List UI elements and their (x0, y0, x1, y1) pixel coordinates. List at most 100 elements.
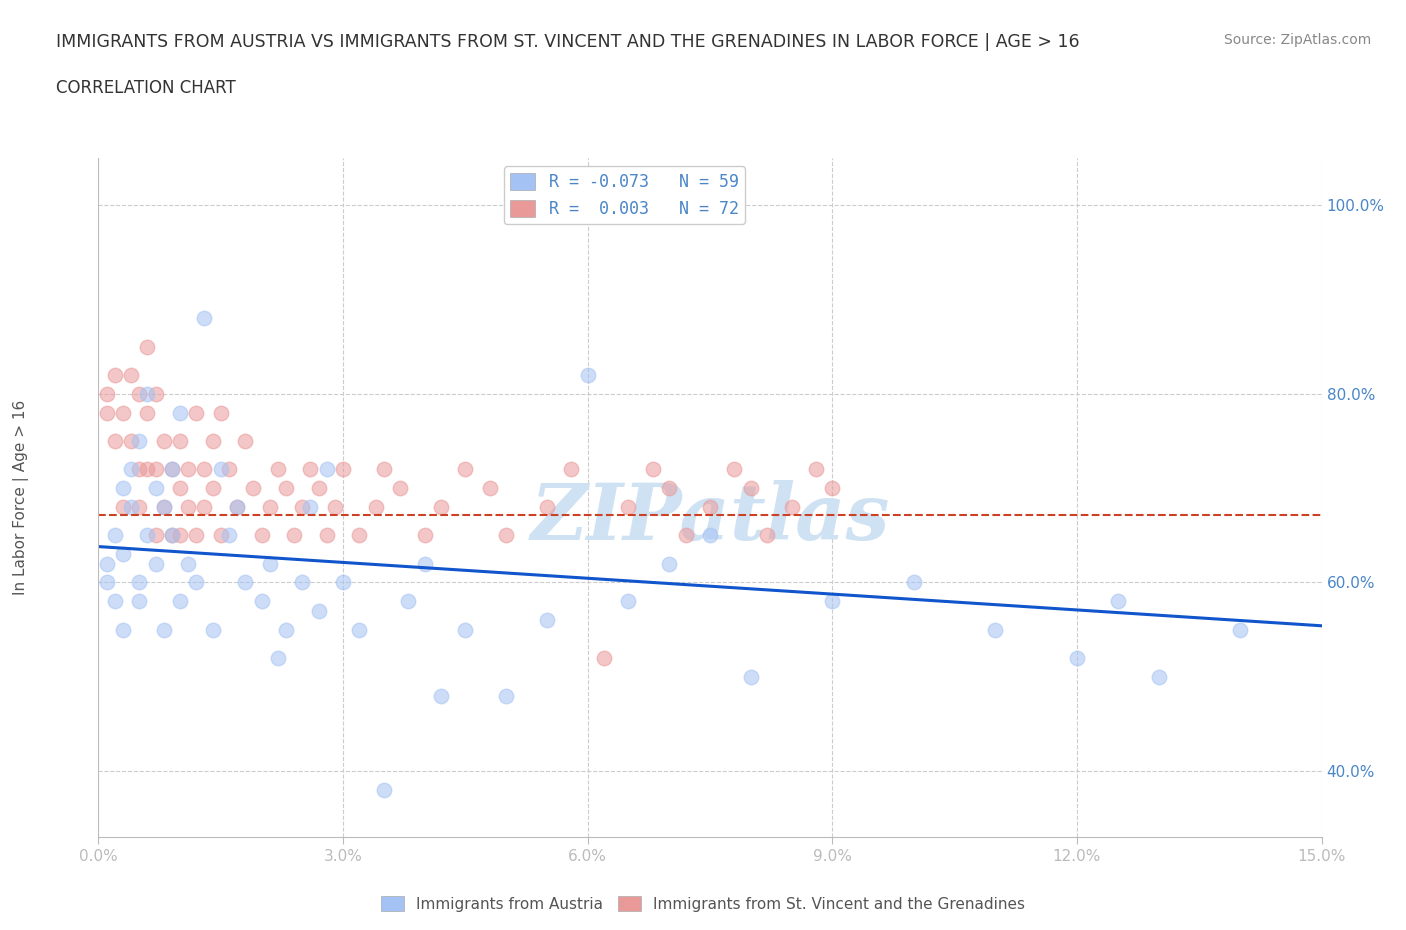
Point (740, 481, 762, 496)
Point (984, 622, 1007, 637)
Point (903, 575, 925, 590)
Point (430, 688, 453, 703)
Point (104, 528, 127, 543)
Point (291, 575, 314, 590)
Point (323, 499, 346, 514)
Point (160, 462, 183, 477)
Point (128, 433, 150, 448)
Point (145, 462, 167, 477)
Point (169, 433, 191, 448)
Point (250, 528, 273, 543)
Point (209, 528, 232, 543)
Point (821, 481, 844, 496)
Point (617, 499, 640, 514)
Point (723, 462, 745, 477)
Point (186, 528, 208, 543)
Point (373, 462, 395, 477)
Point (111, 499, 134, 514)
Text: In Labor Force | Age > 16: In Labor Force | Age > 16 (13, 400, 30, 595)
Point (536, 499, 558, 514)
Point (111, 405, 134, 420)
Point (454, 462, 477, 477)
Point (186, 405, 208, 420)
Point (136, 528, 159, 543)
Point (1107, 594, 1129, 609)
Point (160, 528, 183, 543)
Point (259, 499, 281, 514)
Point (104, 433, 127, 448)
Point (780, 499, 803, 514)
Legend: Immigrants from Austria, Immigrants from St. Vincent and the Grenadines: Immigrants from Austria, Immigrants from… (374, 889, 1032, 918)
Point (128, 594, 150, 609)
Point (430, 499, 453, 514)
Point (177, 556, 200, 571)
Point (332, 575, 354, 590)
Point (96, 386, 118, 401)
Point (201, 622, 224, 637)
Point (120, 462, 142, 477)
Point (193, 311, 215, 325)
Point (136, 339, 159, 354)
Point (315, 462, 337, 477)
Point (699, 528, 721, 543)
Point (250, 594, 273, 609)
Point (177, 462, 200, 477)
Point (332, 462, 354, 477)
Point (495, 528, 517, 543)
Point (267, 650, 290, 665)
Point (145, 481, 167, 496)
Point (658, 481, 681, 496)
Point (111, 547, 134, 562)
Point (96, 556, 118, 571)
Point (364, 499, 387, 514)
Point (226, 499, 249, 514)
Point (152, 499, 174, 514)
Point (740, 670, 762, 684)
Point (120, 499, 142, 514)
Point (308, 481, 330, 496)
Text: IMMIGRANTS FROM AUSTRIA VS IMMIGRANTS FROM ST. VINCENT AND THE GRENADINES IN LAB: IMMIGRANTS FROM AUSTRIA VS IMMIGRANTS FR… (56, 33, 1080, 50)
Point (576, 367, 599, 382)
Point (160, 528, 183, 543)
Point (349, 528, 371, 543)
Point (152, 622, 174, 637)
Point (160, 462, 183, 477)
Point (821, 594, 844, 609)
Point (152, 499, 174, 514)
Point (201, 433, 224, 448)
Point (111, 481, 134, 496)
Point (267, 462, 290, 477)
Point (299, 499, 322, 514)
Point (169, 528, 191, 543)
Point (169, 481, 191, 496)
Point (96, 575, 118, 590)
Point (120, 367, 142, 382)
Point (169, 405, 191, 420)
Point (396, 594, 419, 609)
Point (804, 462, 827, 477)
Point (756, 528, 779, 543)
Text: Source: ZipAtlas.com: Source: ZipAtlas.com (1223, 33, 1371, 46)
Point (283, 528, 305, 543)
Point (96, 405, 118, 420)
Point (218, 462, 240, 477)
Point (413, 556, 436, 571)
Point (145, 556, 167, 571)
Point (233, 575, 256, 590)
Point (209, 462, 232, 477)
Point (560, 462, 582, 477)
Point (152, 433, 174, 448)
Point (177, 499, 200, 514)
Point (259, 556, 281, 571)
Point (1147, 670, 1170, 684)
Point (104, 367, 127, 382)
Point (128, 386, 150, 401)
Legend: R = -0.073   N = 59, R =  0.003   N = 72: R = -0.073 N = 59, R = 0.003 N = 72 (503, 166, 745, 224)
Point (593, 650, 616, 665)
Point (274, 622, 297, 637)
Point (373, 782, 395, 797)
Point (291, 499, 314, 514)
Point (169, 594, 191, 609)
Point (193, 462, 215, 477)
Point (136, 462, 159, 477)
